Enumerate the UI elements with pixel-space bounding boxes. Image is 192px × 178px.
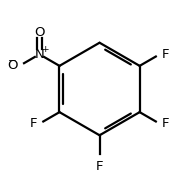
- Text: −: −: [7, 56, 16, 66]
- Text: +: +: [41, 45, 48, 54]
- Text: N: N: [35, 48, 44, 61]
- Text: F: F: [161, 117, 169, 130]
- Text: O: O: [7, 59, 18, 72]
- Text: F: F: [161, 48, 169, 61]
- Text: F: F: [96, 160, 103, 173]
- Text: F: F: [30, 117, 38, 130]
- Text: O: O: [34, 26, 45, 40]
